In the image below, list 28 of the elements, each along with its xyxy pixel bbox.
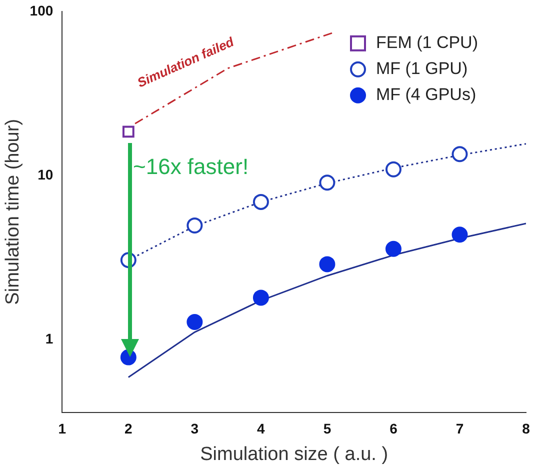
annotation: ~16x faster! bbox=[133, 154, 249, 180]
point bbox=[452, 226, 468, 243]
point bbox=[252, 194, 269, 210]
y-tick-label: 100 bbox=[30, 2, 54, 18]
legend-label: FEM (1 CPU) bbox=[376, 33, 478, 52]
point bbox=[122, 126, 134, 138]
point bbox=[252, 290, 269, 306]
x-tick-label: 4 bbox=[257, 420, 266, 437]
point bbox=[452, 146, 468, 162]
x-tick-label: 8 bbox=[522, 420, 530, 437]
y-axis-title: Simulation time (hour) bbox=[2, 118, 24, 305]
x-tick-label: 6 bbox=[390, 420, 398, 437]
x-tick-label: 7 bbox=[456, 420, 464, 437]
legend-label: MF (4 GPUs) bbox=[376, 85, 476, 104]
point bbox=[186, 217, 203, 234]
x-tick-label: 2 bbox=[124, 420, 133, 437]
point bbox=[385, 240, 402, 257]
x-tick-label: 5 bbox=[323, 420, 332, 437]
point bbox=[385, 161, 402, 178]
x-tick-label: 3 bbox=[190, 420, 199, 437]
y-tick-label: 1 bbox=[45, 330, 54, 346]
y-tick-label: 10 bbox=[38, 166, 54, 182]
legend-label: MF (1 GPU) bbox=[376, 59, 468, 78]
point bbox=[319, 174, 336, 191]
x-axis-title: Simulation size ( a.u. ) bbox=[200, 444, 388, 465]
x-tick-label: 1 bbox=[58, 420, 66, 437]
point bbox=[186, 314, 203, 330]
point bbox=[319, 256, 336, 272]
